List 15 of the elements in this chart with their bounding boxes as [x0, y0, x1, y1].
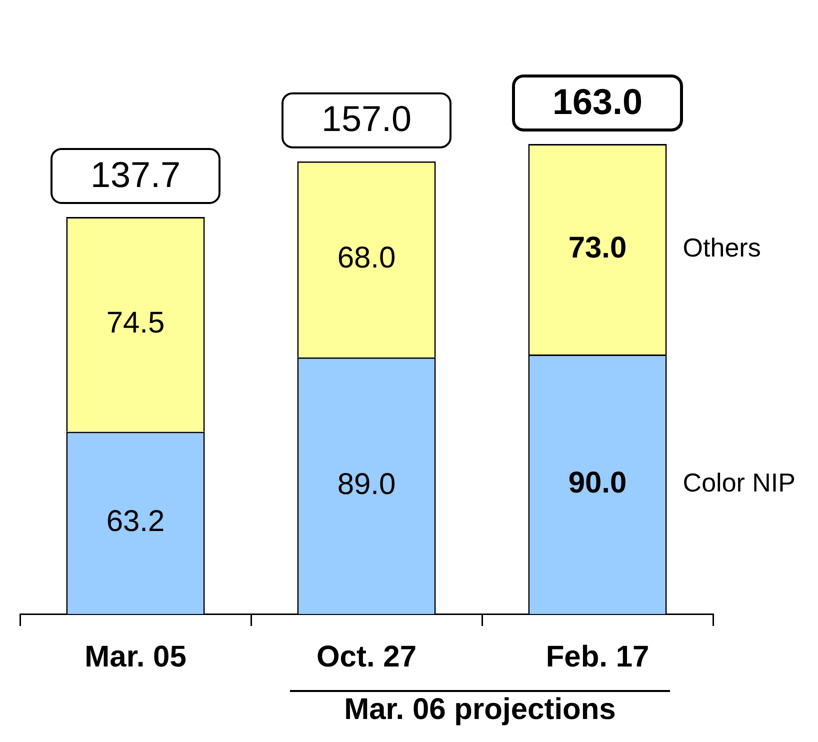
total-label: 163.0 [552, 80, 643, 122]
series-label: Color NIP [682, 467, 796, 498]
data-label: 68.0 [337, 242, 396, 275]
x-tick-label: Mar. 05 [84, 640, 186, 674]
text: Mar. 06 projections [290, 692, 670, 728]
data-label: 90.0 [568, 466, 627, 500]
data-label: 74.5 [106, 306, 165, 340]
data-label: 63.2 [106, 505, 165, 538]
x-tick-label: Feb. 17 [546, 640, 650, 674]
x-tick-label: Oct. 27 [316, 640, 417, 674]
series-label: Others [682, 232, 761, 262]
data-label: 89.0 [337, 468, 396, 501]
data-label: 73.0 [568, 232, 627, 265]
total-label: 137.7 [90, 154, 181, 195]
total-label: 157.0 [321, 98, 412, 140]
